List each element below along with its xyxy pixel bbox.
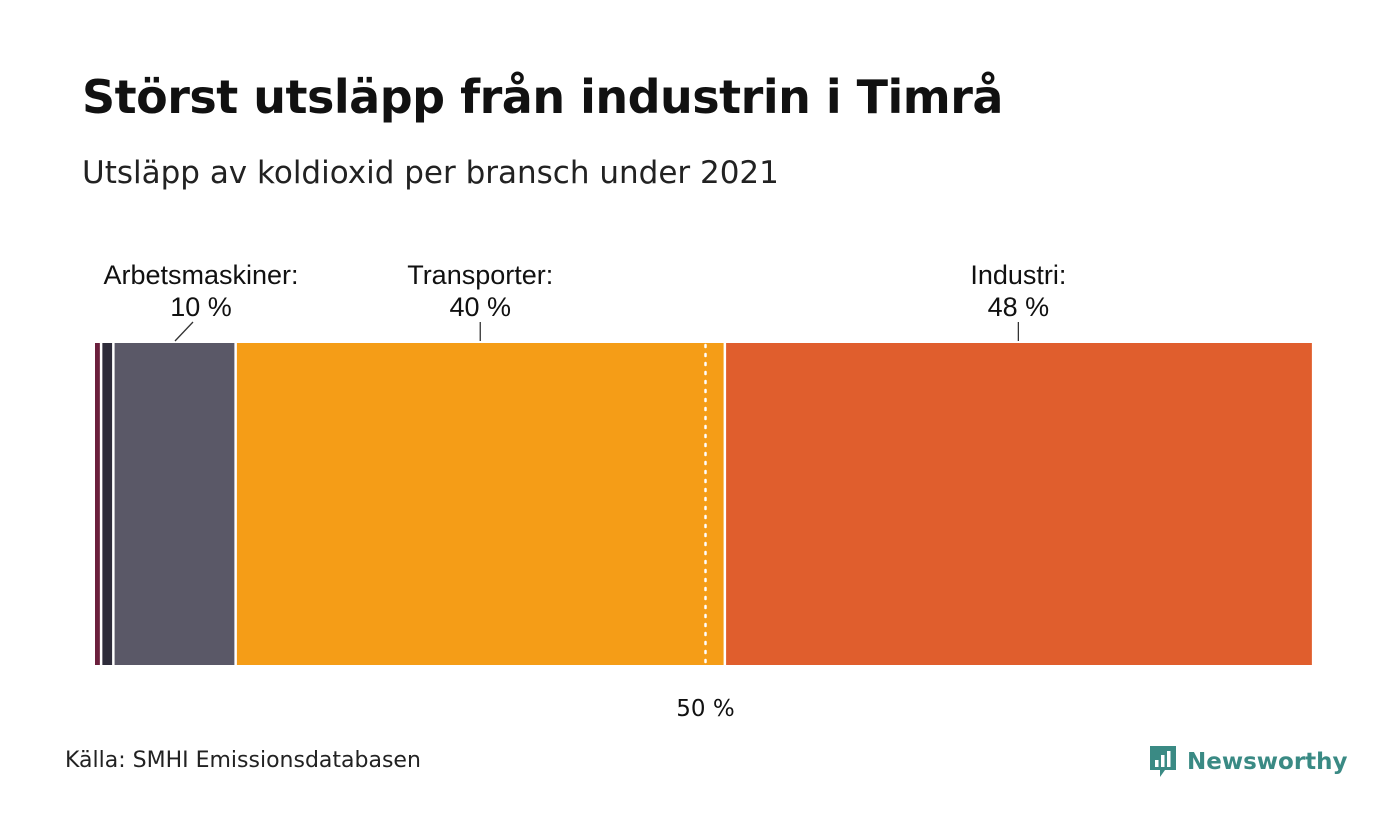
leader-line bbox=[174, 321, 194, 342]
brand-logo: Newsworthy bbox=[1147, 742, 1348, 782]
bar-segment-minor-1 bbox=[101, 343, 114, 665]
brand-name: Newsworthy bbox=[1187, 749, 1348, 775]
segment-value-arbetsmaskiner: 10 % bbox=[170, 292, 232, 322]
bar-segment-transporter bbox=[235, 343, 725, 665]
segment-value-industri: 48 % bbox=[988, 292, 1050, 322]
segment-label-arbetsmaskiner: Arbetsmaskiner: bbox=[103, 260, 298, 290]
source-note: Källa: SMHI Emissionsdatabasen bbox=[65, 748, 421, 773]
segment-label-industri: Industri: bbox=[970, 260, 1066, 290]
bar-segment-arbetsmaskiner bbox=[113, 343, 236, 665]
segment-value-transporter: 40 % bbox=[449, 292, 511, 322]
segment-label-transporter: Transporter: bbox=[407, 260, 553, 290]
reference-label: 50 % bbox=[676, 696, 734, 722]
chart-subtitle: Utsläpp av koldioxid per bransch under 2… bbox=[82, 155, 779, 191]
chart-title: Störst utsläpp från industrin i Timrå bbox=[82, 70, 1003, 124]
newsworthy-icon bbox=[1150, 746, 1176, 777]
bar-segment-industri bbox=[724, 343, 1312, 665]
bar-segment-minor-0 bbox=[95, 343, 102, 665]
